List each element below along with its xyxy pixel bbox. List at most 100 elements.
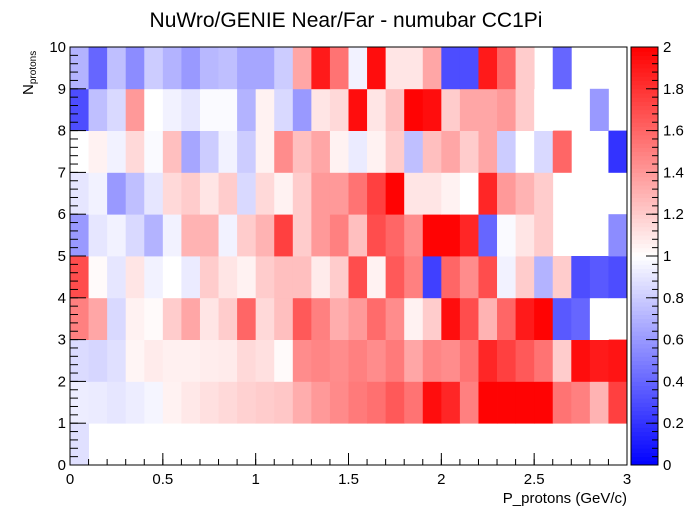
heatmap-cell <box>181 130 201 173</box>
heatmap-cell <box>274 339 294 382</box>
heatmap-cell <box>385 214 405 257</box>
color-scale-step <box>631 460 658 466</box>
heatmap-cell <box>88 88 108 131</box>
heatmap-cell <box>144 88 164 131</box>
color-scale-step <box>631 164 658 169</box>
y-axis-title-base: N <box>20 84 37 95</box>
heatmap-cell <box>459 47 479 90</box>
heatmap-cell <box>311 297 331 340</box>
color-scale-step <box>631 423 658 428</box>
heatmap-cell <box>571 297 591 340</box>
heatmap-cell <box>385 297 405 340</box>
heatmap-cell <box>608 130 628 173</box>
heatmap-cell <box>515 47 535 90</box>
heatmap-cell <box>311 214 331 257</box>
heatmap-cell <box>237 130 257 173</box>
heatmap-cell <box>534 88 554 131</box>
heatmap-cell <box>441 130 461 173</box>
color-scale-step <box>631 84 658 90</box>
heatmap-cell <box>237 339 257 382</box>
heatmap-cell <box>274 297 294 340</box>
heatmap-cell <box>497 381 516 424</box>
heatmap-cell <box>422 172 442 215</box>
heatmap-cell <box>515 172 535 215</box>
x-tick-label: 3 <box>623 471 631 488</box>
heatmap-cell <box>88 130 108 173</box>
heatmap-cell <box>107 214 127 257</box>
color-scale-step <box>631 264 658 270</box>
heatmap-cell <box>70 256 89 299</box>
heatmap-cell <box>181 88 201 131</box>
color-scale-step <box>631 210 658 215</box>
heatmap-cell <box>441 172 461 215</box>
color-scale-step <box>631 272 658 278</box>
heatmap-cell <box>404 297 424 340</box>
heatmap-cell <box>125 172 145 215</box>
heatmap-cell <box>552 297 572 340</box>
heatmap-cell <box>348 88 368 131</box>
color-scale-step <box>631 168 658 173</box>
heatmap-cell <box>422 297 442 340</box>
heatmap-cell <box>107 297 127 340</box>
color-scale-step <box>631 47 658 52</box>
color-scale-step <box>631 410 658 416</box>
heatmap-cell <box>162 88 182 131</box>
heatmap-cell <box>237 381 257 424</box>
heatmap-cell <box>497 130 516 173</box>
z-tick-label: 0.8 <box>663 290 684 307</box>
color-scale-step <box>631 297 658 303</box>
color-scale-step <box>631 76 658 81</box>
heatmap-cell <box>107 88 127 131</box>
heatmap-cell <box>292 256 312 299</box>
heatmap-cell <box>162 256 182 299</box>
heatmap-cell <box>385 381 405 424</box>
heatmap-cell <box>422 47 442 90</box>
heatmap-cells <box>70 47 628 466</box>
heatmap-cell <box>237 214 257 257</box>
color-scale-step <box>631 452 658 458</box>
heatmap-cell <box>162 47 182 90</box>
heatmap-cell <box>218 47 238 90</box>
x-tick-label: 2 <box>437 471 445 488</box>
heatmap-cell <box>70 172 89 215</box>
color-scale-step <box>631 368 658 374</box>
x-tick-label: 0 <box>66 471 74 488</box>
heatmap-cell <box>199 172 219 215</box>
z-tick-label: 0 <box>663 457 671 474</box>
heatmap-cell <box>181 256 201 299</box>
color-scale-step <box>631 235 658 240</box>
heatmap-cell <box>237 256 257 299</box>
color-scale-step <box>631 130 658 136</box>
heatmap-cell <box>459 297 479 340</box>
color-scale-step <box>631 214 658 219</box>
heatmap-cell <box>497 256 516 299</box>
heatmap-cell <box>441 297 461 340</box>
color-scale-bar <box>630 46 659 466</box>
color-scale-step <box>631 138 658 144</box>
heatmap-cell <box>255 214 275 257</box>
heatmap-cell <box>181 47 201 90</box>
heatmap-cell <box>199 88 219 131</box>
heatmap-cell <box>459 130 479 173</box>
heatmap-cell <box>181 381 201 424</box>
heatmap-cell <box>515 381 535 424</box>
color-scale-step <box>631 134 658 140</box>
heatmap-cell <box>199 256 219 299</box>
color-scale-step <box>631 385 658 391</box>
color-scale-step <box>631 289 658 295</box>
heatmap-cell <box>571 256 591 299</box>
color-scale-step <box>631 331 658 336</box>
y-axis-title: Nprotons <box>20 51 39 95</box>
color-scale-step <box>631 301 658 307</box>
heatmap-cell <box>478 172 498 215</box>
color-scale-step <box>631 197 658 203</box>
heatmap-cell <box>571 381 591 424</box>
heatmap-cell <box>70 214 89 257</box>
heatmap-cell <box>385 339 405 382</box>
heatmap-cell <box>70 423 89 466</box>
heatmap-cell <box>367 297 387 340</box>
heatmap-cell <box>404 214 424 257</box>
heatmap-cell <box>292 214 312 257</box>
color-scale-step <box>631 381 658 387</box>
heatmap-cell <box>441 214 461 257</box>
